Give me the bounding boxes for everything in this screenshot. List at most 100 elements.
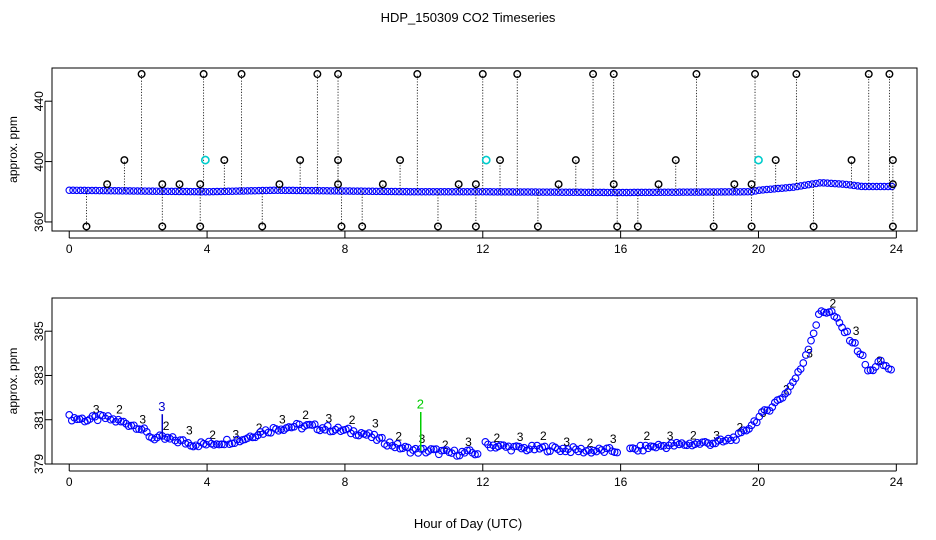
top-panel: 0 4 8 12 16 20 24 360 400 440 approx. ppm	[6, 67, 918, 256]
data-point	[531, 188, 540, 196]
data-point	[637, 188, 646, 197]
data-point	[338, 187, 346, 195]
spike-point	[751, 70, 760, 79]
quality-marker: 3	[667, 429, 674, 443]
data-point	[122, 187, 130, 195]
data-point	[543, 188, 551, 196]
data-point	[383, 187, 392, 196]
spike-point	[334, 156, 343, 165]
spike-point	[258, 222, 267, 231]
quality-marker: 3	[610, 432, 617, 446]
quality-marker: 3	[517, 430, 524, 444]
data-point	[213, 187, 221, 196]
data-point	[396, 444, 404, 453]
quality-marker: 3	[186, 423, 193, 437]
data-point	[596, 188, 604, 197]
data-point	[474, 188, 483, 196]
data-point	[198, 187, 206, 196]
data-point	[587, 448, 596, 457]
data-point	[717, 188, 726, 196]
spike-point	[158, 222, 167, 231]
data-point	[463, 188, 472, 196]
data-point	[807, 336, 815, 345]
data-point	[342, 187, 350, 195]
spike-point	[847, 156, 856, 165]
spike-point	[792, 70, 801, 79]
data-point	[842, 180, 851, 189]
data-point	[659, 441, 668, 450]
data-point	[201, 187, 210, 196]
data-point	[690, 188, 699, 196]
data-point	[762, 185, 771, 194]
spike-point	[196, 180, 205, 189]
data-point	[380, 187, 388, 196]
data-point	[887, 365, 896, 374]
spike-point	[496, 156, 505, 165]
data-point	[584, 446, 593, 455]
data-point	[466, 446, 474, 455]
data-point	[600, 448, 609, 456]
data-point	[656, 188, 665, 197]
data-point	[827, 179, 835, 188]
spike-point	[358, 222, 367, 231]
data-point	[349, 187, 358, 195]
data-point	[349, 427, 358, 435]
data-point	[327, 187, 335, 195]
data-point	[869, 182, 877, 191]
quality-marker: 3	[279, 412, 286, 426]
data-point	[858, 351, 867, 360]
data-point	[509, 188, 517, 196]
data-point	[646, 442, 655, 451]
data-point	[550, 188, 559, 196]
data-point	[321, 425, 329, 434]
data-point	[315, 186, 324, 195]
spike-point	[175, 180, 184, 189]
quality-marker: 2	[395, 429, 402, 443]
spike-point	[337, 222, 346, 231]
data-point	[224, 187, 233, 196]
data-point	[558, 188, 566, 196]
data-point	[759, 186, 767, 194]
spike-point	[478, 70, 487, 79]
spike-point	[888, 156, 897, 165]
data-point	[160, 187, 168, 196]
data-point	[573, 188, 581, 197]
data-point	[649, 188, 657, 197]
data-point	[561, 447, 570, 456]
quality-marker: 3	[806, 346, 813, 360]
spike-point	[589, 70, 598, 79]
data-point	[592, 188, 600, 197]
quality-marker: 2	[163, 419, 170, 433]
data-point	[65, 186, 73, 195]
spike-point	[771, 156, 780, 165]
x-tick-label: 20	[752, 475, 766, 489]
data-point	[816, 179, 824, 187]
data-point	[737, 428, 746, 437]
data-point	[117, 417, 125, 426]
x-tick-label: 24	[890, 242, 904, 256]
spike-point	[220, 156, 229, 165]
data-point	[835, 180, 843, 188]
spike-point	[671, 156, 680, 165]
data-point	[613, 448, 622, 457]
data-point	[323, 187, 331, 195]
data-point	[850, 181, 858, 190]
data-point	[581, 188, 589, 197]
data-point	[679, 188, 688, 196]
plot-frame	[51, 67, 918, 232]
data-point	[107, 186, 115, 195]
spike-point	[609, 180, 618, 189]
data-point	[755, 186, 763, 194]
data-point	[571, 445, 580, 454]
data-point	[148, 187, 157, 195]
data-point	[653, 188, 661, 197]
data-point	[248, 433, 257, 442]
x-tick-label: 16	[614, 475, 628, 489]
data-point	[876, 182, 885, 191]
x-tick-label: 12	[476, 475, 490, 489]
data-point	[622, 188, 631, 197]
data-point	[243, 187, 252, 195]
data-point	[440, 446, 448, 455]
x-tick-label: 20	[752, 242, 766, 256]
